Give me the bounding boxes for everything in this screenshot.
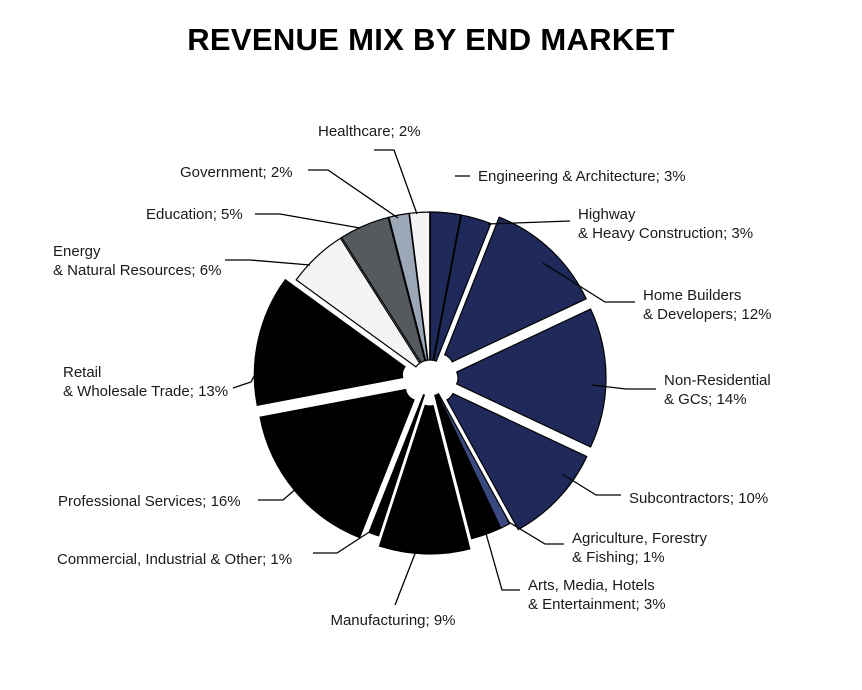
leader-line	[487, 220, 571, 225]
pie-slice	[455, 308, 607, 448]
pie-slice	[253, 278, 406, 407]
slice-label: Professional Services; 16%	[58, 493, 241, 510]
slice-label: Healthcare; 2%	[318, 123, 421, 140]
leader-line	[258, 469, 319, 501]
slice-label: Agriculture, Forestry & Fishing; 1%	[572, 530, 708, 566]
leader-line	[374, 149, 418, 215]
leader-line	[394, 545, 419, 606]
slice-label: Commercial, Industrial & Other; 1%	[57, 551, 292, 568]
leader-line	[255, 213, 361, 229]
leader-line	[484, 529, 520, 591]
pie-slice	[340, 216, 426, 364]
slice-label: Non-Residential & GCs; 14%	[664, 372, 771, 408]
slice-label: Retail & Wholesale Trade; 13%	[63, 364, 228, 400]
leader-line	[308, 169, 399, 219]
leader-line	[313, 526, 378, 554]
pie-slice	[378, 404, 471, 555]
pie-slice	[429, 211, 462, 361]
pie-slice	[295, 237, 421, 368]
leader-line	[225, 259, 311, 266]
pie-slice	[408, 211, 431, 361]
pie-slice	[259, 388, 415, 539]
pie-slice	[446, 392, 588, 531]
slice-label: Energy & Natural Resources; 6%	[53, 243, 221, 279]
leader-line	[232, 319, 284, 389]
pie-slice	[434, 393, 502, 540]
slice-label: Education; 5%	[146, 206, 243, 223]
leader-line	[561, 473, 621, 496]
slice-label: Engineering & Architecture; 3%	[478, 168, 686, 185]
slice-label: Arts, Media, Hotels & Entertainment; 3%	[528, 577, 666, 613]
slice-label: Government; 2%	[180, 164, 293, 181]
slice-label: Manufacturing; 9%	[330, 612, 455, 629]
leader-line	[506, 520, 564, 545]
leader-line	[591, 384, 656, 390]
pie-slice	[443, 216, 587, 363]
leader-line	[542, 262, 635, 303]
chart-title: REVENUE MIX BY END MARKET	[187, 22, 675, 57]
slice-label: Home Builders & Developers; 12%	[643, 287, 771, 323]
slice-label: Subcontractors; 10%	[629, 490, 768, 507]
slice-label: Highway & Heavy Construction; 3%	[578, 206, 753, 242]
